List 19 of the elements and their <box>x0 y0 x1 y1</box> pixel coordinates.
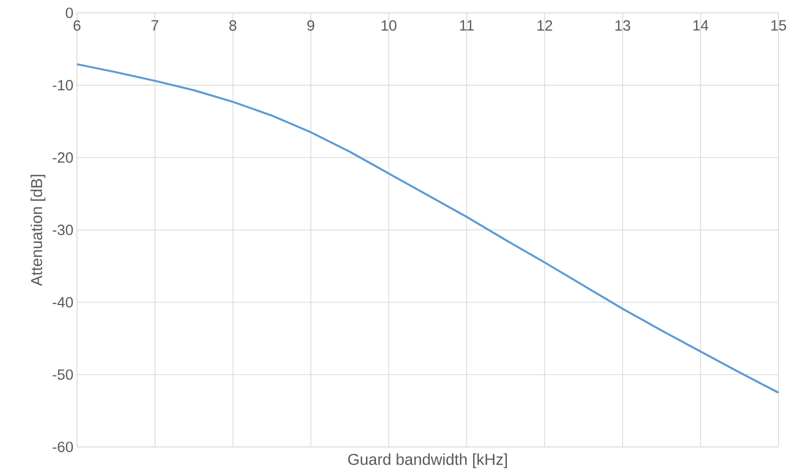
x-tick-label: 15 <box>771 20 786 31</box>
x-tick-label: 8 <box>229 20 236 31</box>
x-axis-title: Guard bandwidth [kHz] <box>348 454 507 468</box>
y-axis-title: Attenuation [dB] <box>30 175 46 286</box>
y-tick-label: -10 <box>52 80 73 91</box>
x-tick-label: 10 <box>382 20 396 31</box>
x-tick-label: 11 <box>460 20 474 31</box>
x-tick-label: 12 <box>538 20 552 31</box>
x-tick-label: 13 <box>615 20 630 31</box>
y-tick-label: -50 <box>52 370 73 380</box>
y-tick-label: -30 <box>52 224 73 236</box>
x-tick-label: 7 <box>152 20 158 31</box>
y-tick-label: -60 <box>52 442 73 452</box>
x-tick-label: 14 <box>693 20 708 31</box>
x-tick-label: 6 <box>74 20 80 31</box>
y-tick-label: -20 <box>52 152 73 163</box>
x-tick-label: 9 <box>307 20 314 31</box>
y-tick-label: -40 <box>52 297 73 308</box>
y-tick-label: 0 <box>66 8 73 18</box>
